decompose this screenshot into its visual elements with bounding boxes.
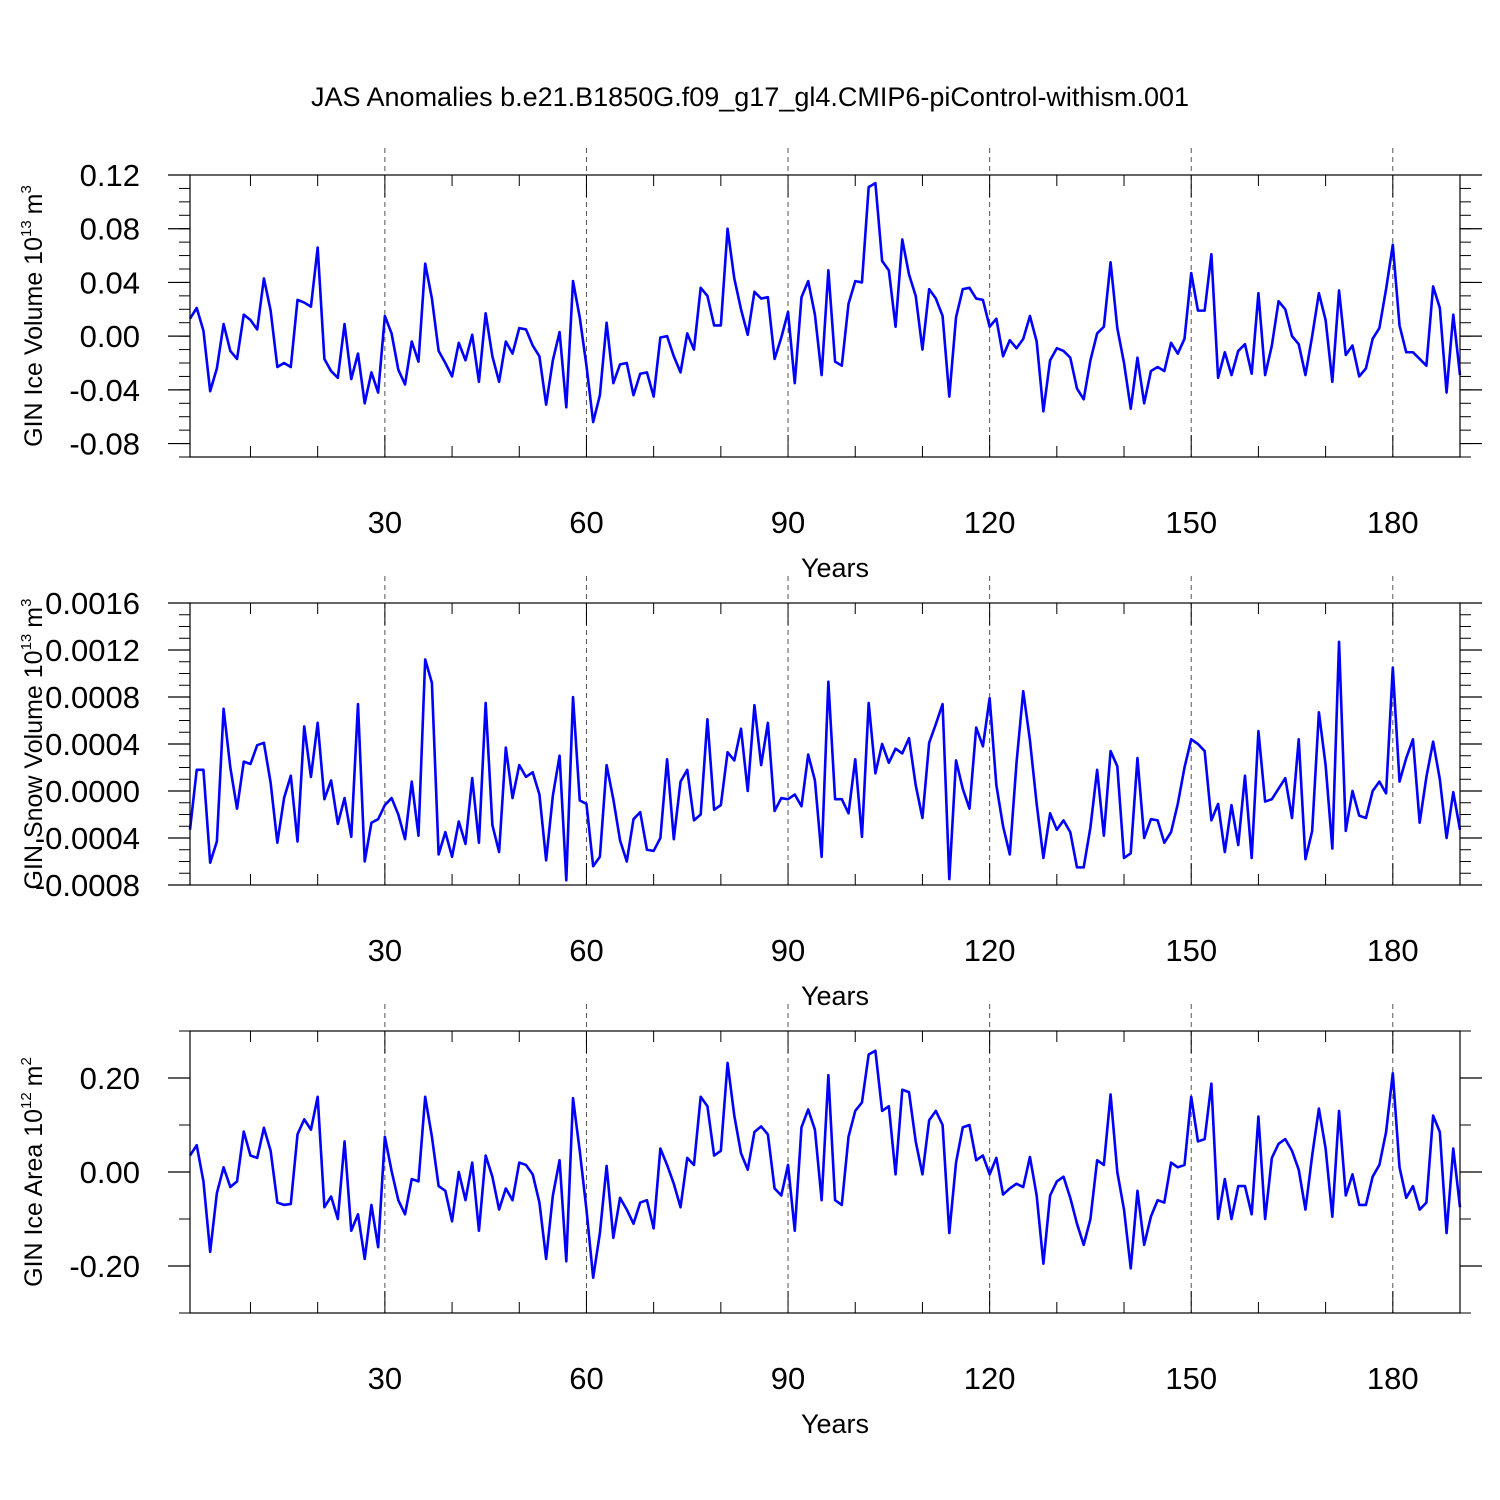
ice-area-x-tick-label: 30	[368, 1361, 402, 1396]
ice-area-y-label-main: GIN Ice Area 10	[20, 1109, 48, 1287]
ice-area-y-tick-label: 0.20	[80, 1061, 140, 1096]
snow-volume-x-tick-label: 60	[569, 933, 603, 968]
ice-volume-y-label-unit: m	[20, 194, 48, 215]
snow-volume-x-tick-label: 120	[964, 933, 1016, 968]
ice-volume-y-tick-label: -0.04	[69, 373, 140, 408]
ice-volume-y-tick-label: 0.00	[80, 319, 140, 354]
snow-volume-plot-frame	[189, 602, 1461, 886]
ice-volume-x-tick-label: 120	[964, 505, 1016, 540]
snow-volume-y-axis-label: GIN Snow Volume 1013 m3	[18, 599, 48, 890]
snow-volume-y-label-unit: m	[20, 607, 48, 628]
ice-volume-x-tick-label: 180	[1367, 505, 1419, 540]
panel-ice-volume: -0.08 -0.04 0.00 0.04 0.08 0.12 30 60 90 120 150 18…	[18, 148, 1482, 583]
ice-volume-x-axis-label: Years	[801, 553, 869, 583]
chart-title: JAS Anomalies b.e21.B1850G.f09_g17_gl4.C…	[311, 82, 1189, 112]
snow-volume-y-label-exponent: 13	[18, 634, 35, 651]
ice-area-y-label-exponent: 12	[18, 1092, 35, 1109]
snow-volume-x-tick-label: 30	[368, 933, 402, 968]
ice-volume-y-tick-label: 0.08	[80, 212, 140, 247]
ice-area-y-label-unit-exponent: 2	[18, 1057, 35, 1065]
ice-area-x-axis-label: Years	[801, 1409, 869, 1439]
snow-volume-y-tick-label: 0.0000	[45, 774, 140, 809]
ice-volume-y-label-main: GIN Ice Volume 10	[20, 237, 48, 447]
ice-area-x-tick-label: 150	[1165, 1361, 1217, 1396]
snow-volume-x-tick-label: 150	[1165, 933, 1217, 968]
ice-area-plot-frame	[189, 1030, 1461, 1314]
snow-volume-y-tick-label: 0.0008	[45, 680, 140, 715]
ice-volume-y-tick-label: 0.12	[80, 158, 140, 193]
ice-area-x-tick-label: 180	[1367, 1361, 1419, 1396]
ice-area-y-tick-label: 0.00	[80, 1155, 140, 1190]
ice-area-x-tick-label: 60	[569, 1361, 603, 1396]
ice-volume-y-label-unit-exponent: 3	[18, 185, 35, 193]
ice-area-y-label-unit: m	[20, 1065, 48, 1086]
ice-area-y-axis-label: GIN Ice Area 1012 m2	[18, 1057, 48, 1287]
ice-volume-x-tick-label: 30	[368, 505, 402, 540]
ice-volume-x-tick-label: 90	[771, 505, 805, 540]
panel-snow-volume: -0.0008 -0.0004 0.0000 0.0004 0.0008 0.0012 0.…	[18, 576, 1482, 1011]
ice-area-x-tick-label: 90	[771, 1361, 805, 1396]
ice-area-x-tick-label: 120	[964, 1361, 1016, 1396]
ice-volume-y-tick-label: 0.04	[80, 265, 140, 300]
snow-volume-y-tick-label: -0.0008	[35, 868, 140, 903]
snow-volume-x-tick-label: 180	[1367, 933, 1419, 968]
snow-volume-y-tick-label: 0.0016	[45, 586, 140, 621]
ice-area-y-tick-label: -0.20	[69, 1249, 140, 1284]
ice-volume-plot-frame	[189, 174, 1461, 458]
snow-volume-series-line	[188, 640, 1462, 882]
ice-volume-series-line	[188, 181, 1462, 424]
snow-volume-x-tick-label: 90	[771, 933, 805, 968]
snow-volume-y-label-unit-exponent: 3	[18, 599, 35, 607]
snow-volume-y-tick-label: 0.0012	[45, 633, 140, 668]
ice-volume-x-tick-label: 60	[569, 505, 603, 540]
ice-volume-y-label-exponent: 13	[18, 220, 35, 237]
ice-volume-x-tick-label: 150	[1165, 505, 1217, 540]
snow-volume-x-axis-label: Years	[801, 981, 869, 1011]
ice-area-series-line	[188, 1049, 1462, 1280]
snow-volume-y-label-main: GIN Snow Volume 10	[20, 650, 48, 889]
ice-volume-y-tick-label: -0.08	[69, 427, 140, 462]
ice-volume-y-axis-label: GIN Ice Volume 1013 m3	[18, 185, 48, 447]
panel-ice-area: -0.20 0.00 0.20 30 60 90 120 150 180 Years GIN Ice…	[18, 1004, 1482, 1439]
snow-volume-y-tick-label: -0.0004	[35, 821, 140, 856]
snow-volume-y-tick-label: 0.0004	[45, 727, 140, 762]
